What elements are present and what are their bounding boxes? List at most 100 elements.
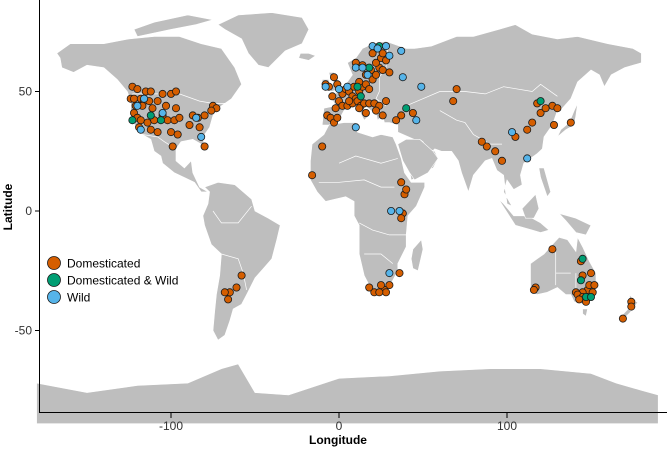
data-point — [163, 116, 172, 125]
data-point — [575, 295, 584, 304]
legend-label: Wild — [67, 291, 90, 305]
series-domesticated — [126, 49, 636, 323]
data-point — [523, 154, 532, 163]
x-tick-label: 100 — [497, 419, 517, 433]
data-point — [166, 128, 175, 137]
data-point — [371, 70, 380, 79]
data-point — [171, 87, 180, 96]
data-point — [175, 113, 184, 122]
data-point — [140, 94, 149, 103]
x-axis-label: Longitude — [309, 433, 367, 447]
data-point — [371, 106, 380, 115]
land-shape — [321, 24, 642, 207]
data-point — [153, 128, 162, 137]
land-layer — [36, 12, 659, 424]
data-point — [397, 111, 406, 120]
x-tick-label: -100 — [159, 419, 183, 433]
data-point — [365, 85, 374, 94]
data-point — [550, 121, 559, 130]
series-wild — [133, 42, 532, 278]
data-point — [507, 128, 516, 137]
data-point — [397, 178, 406, 187]
data-point — [363, 70, 372, 79]
border-line — [364, 253, 394, 264]
data-point — [200, 142, 209, 151]
data-point — [477, 137, 486, 146]
data-point — [136, 116, 145, 125]
data-point — [156, 116, 165, 125]
y-tick-label: 50 — [19, 85, 33, 99]
data-point — [365, 63, 374, 72]
data-point — [237, 271, 246, 280]
data-point — [129, 94, 138, 103]
legend-swatch — [47, 256, 61, 270]
data-point — [207, 106, 216, 115]
land-shape — [582, 308, 588, 317]
data-point — [161, 101, 170, 110]
land-shape — [410, 239, 424, 272]
data-point — [587, 292, 596, 301]
data-point — [351, 123, 360, 132]
data-point — [185, 121, 194, 130]
data-point — [334, 85, 343, 94]
land-shape — [217, 12, 310, 68]
data-point — [329, 73, 338, 82]
land-shape — [558, 212, 592, 236]
data-point — [528, 118, 537, 127]
legend: Domesticated Domesticated & Wild Wild — [47, 256, 178, 305]
data-point — [387, 206, 396, 215]
data-point — [224, 295, 233, 304]
land-shape — [298, 53, 317, 61]
data-point — [553, 104, 562, 113]
data-point — [356, 92, 365, 101]
data-point — [375, 288, 384, 297]
data-point — [385, 281, 394, 290]
data-point — [333, 113, 342, 122]
series-domesticated-wild — [128, 42, 596, 301]
data-point — [192, 113, 201, 122]
data-point — [523, 125, 532, 134]
data-point — [343, 82, 352, 91]
land-shape — [202, 181, 281, 341]
data-point — [148, 104, 157, 113]
data-point — [378, 66, 387, 75]
data-point — [536, 109, 545, 118]
data-point — [133, 85, 142, 94]
data-point — [417, 82, 426, 91]
land-shape — [498, 198, 550, 233]
data-point — [136, 125, 145, 134]
border-line — [359, 222, 407, 236]
data-point — [318, 142, 327, 151]
data-point — [381, 288, 390, 297]
data-point — [371, 58, 380, 67]
x-tick-label: 0 — [336, 419, 343, 433]
data-point — [373, 44, 382, 53]
data-point — [402, 104, 411, 113]
data-point — [392, 116, 401, 125]
data-point — [491, 147, 500, 156]
data-point — [381, 42, 390, 51]
data-point — [587, 269, 596, 278]
data-point — [548, 245, 557, 254]
land-shape — [36, 363, 659, 424]
data-point — [395, 206, 404, 215]
data-point — [590, 281, 599, 290]
data-point — [331, 104, 340, 113]
data-point — [618, 314, 627, 323]
data-point — [308, 171, 317, 180]
data-point — [361, 109, 370, 118]
data-point — [378, 111, 387, 120]
point-layer — [126, 42, 636, 323]
data-point — [220, 288, 229, 297]
data-point — [385, 269, 394, 278]
land-shape — [310, 122, 425, 295]
data-point — [195, 123, 204, 132]
data-point — [197, 132, 206, 141]
data-point — [365, 283, 374, 292]
data-point — [541, 104, 550, 113]
data-point — [158, 109, 167, 118]
data-point — [133, 101, 142, 110]
data-point — [627, 302, 636, 311]
